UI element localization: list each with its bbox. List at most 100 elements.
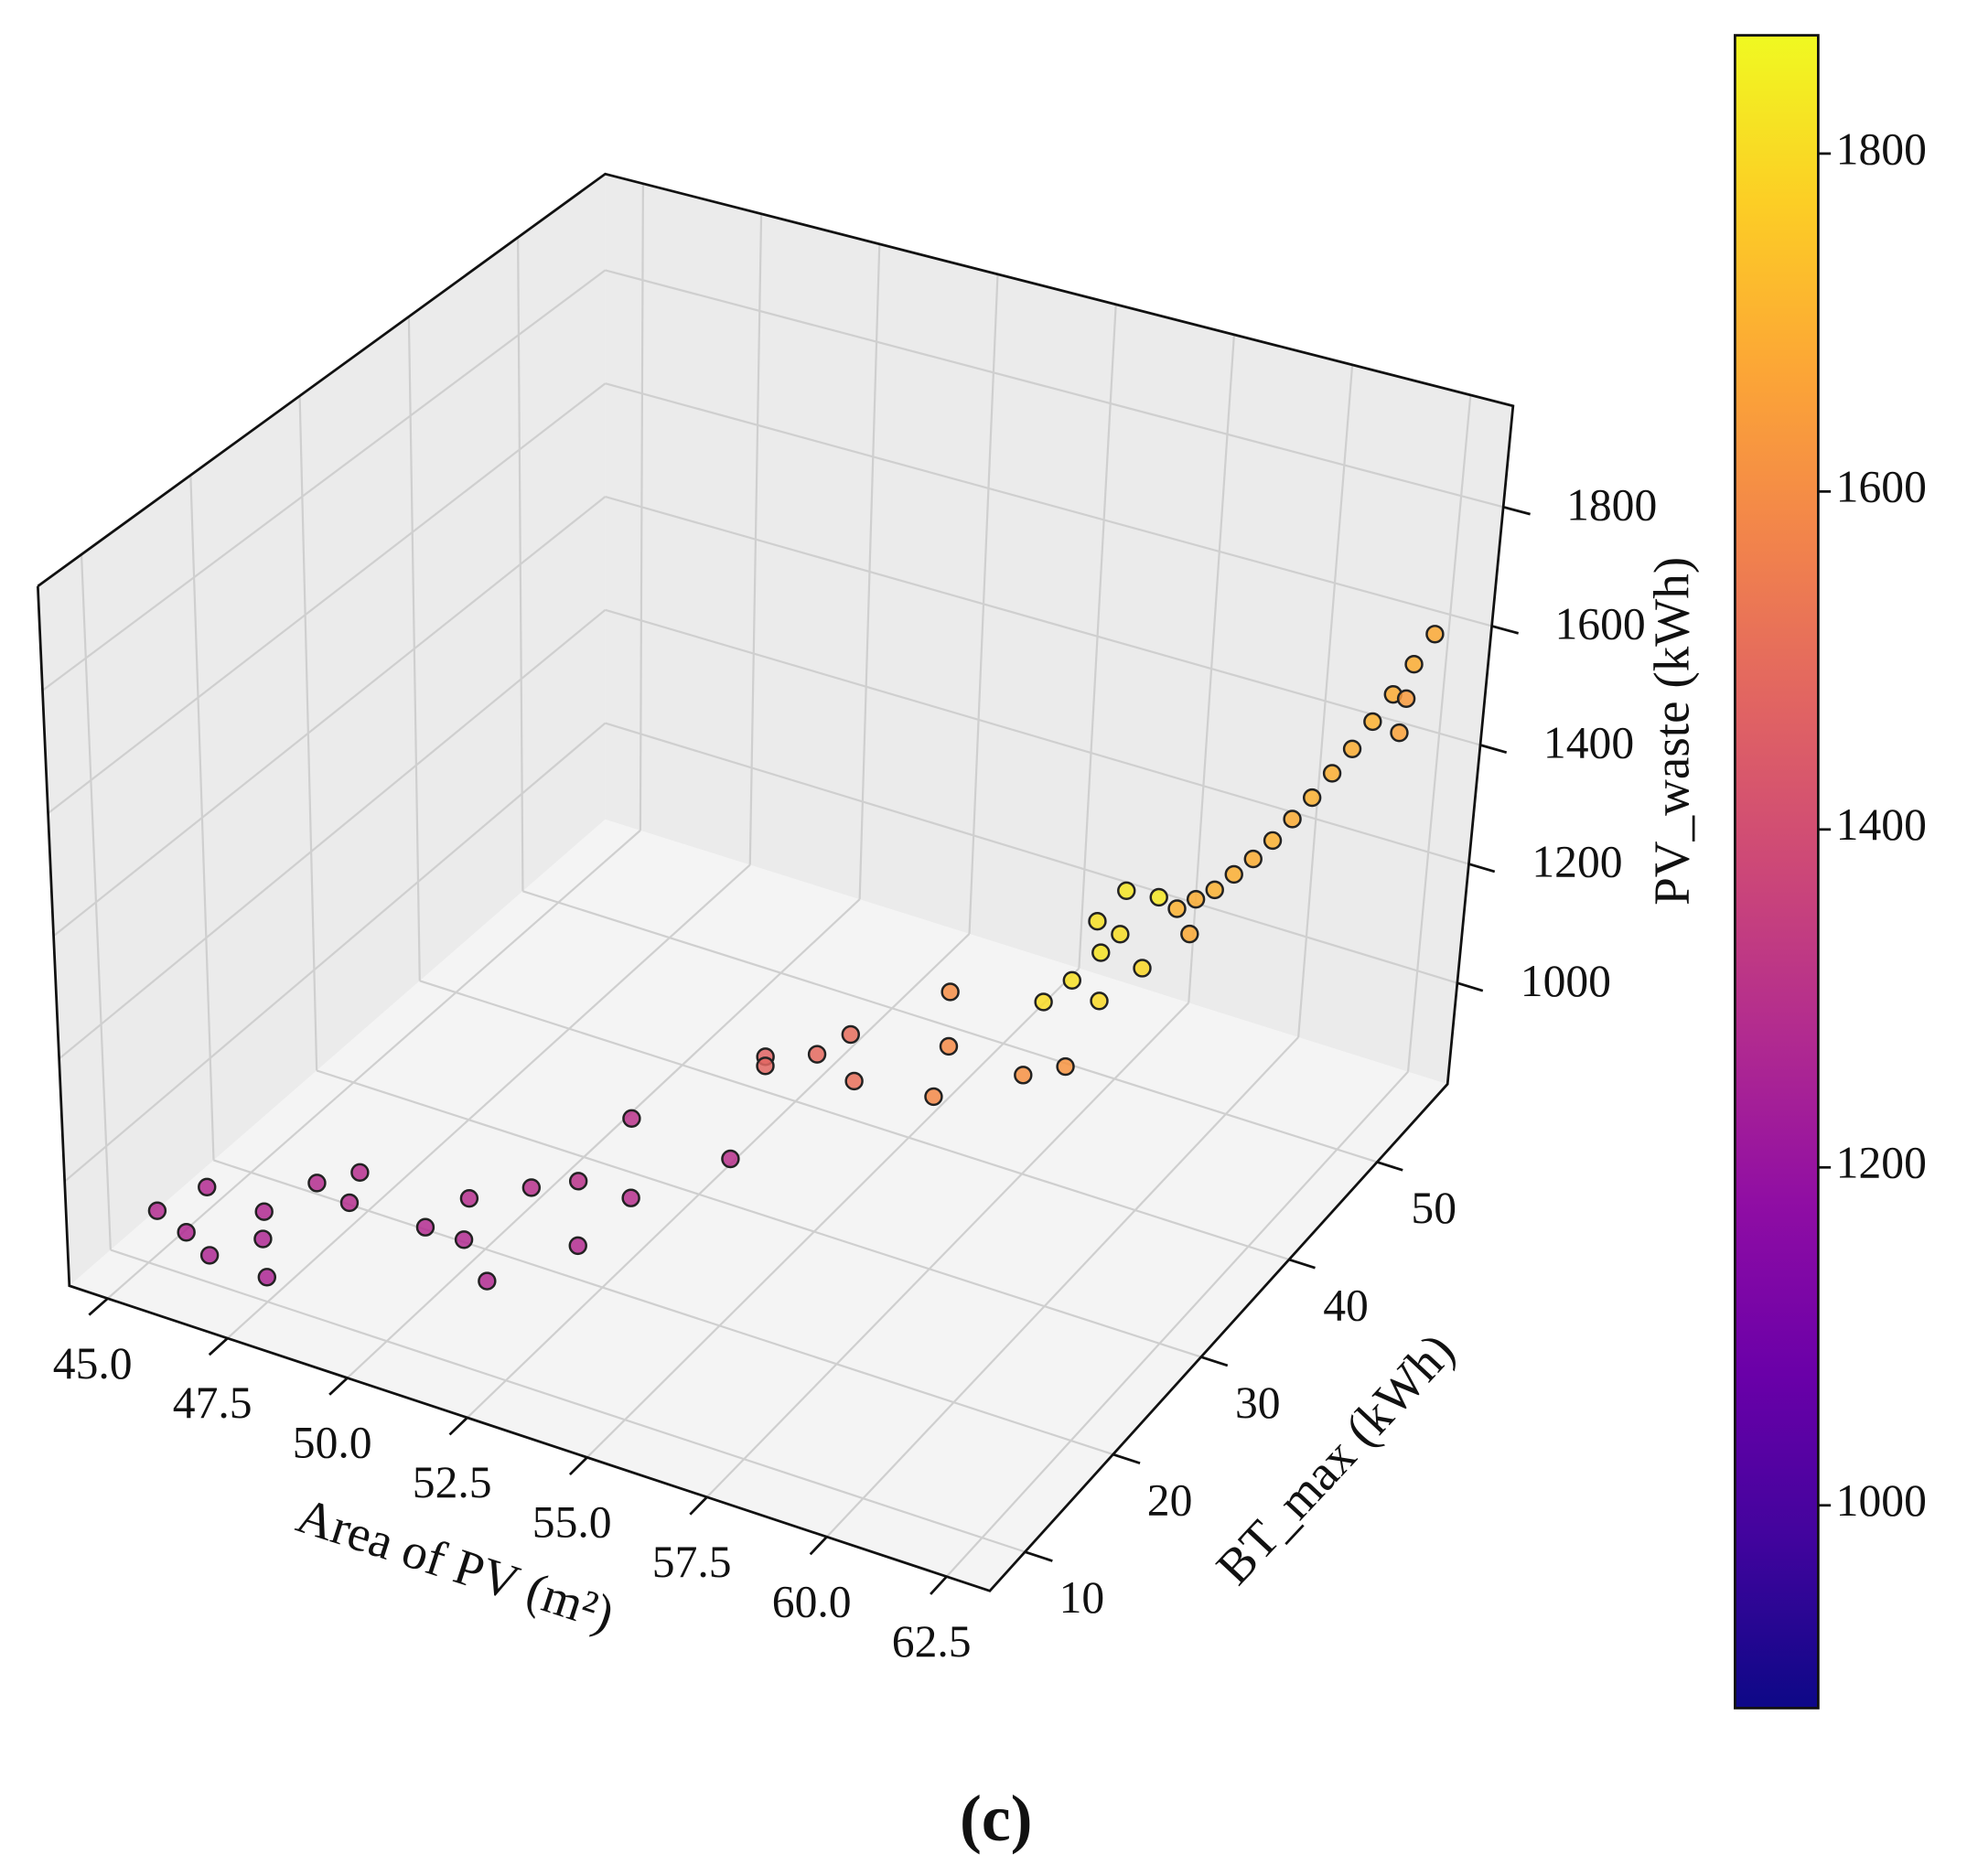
point	[198, 1177, 217, 1196]
grid-line	[226, 863, 751, 1339]
x-tick-label: 47.5	[173, 1378, 253, 1428]
y-tick-mark	[1200, 1356, 1229, 1367]
grid-line	[41, 269, 607, 691]
x-tick-mark	[568, 1456, 588, 1476]
panes	[38, 174, 1513, 1592]
grid-line	[419, 980, 1290, 1261]
z-tick-label: 1800	[1566, 479, 1657, 530]
point	[1342, 739, 1362, 759]
point	[307, 1174, 327, 1193]
colorbar-tick-label: 1200	[1836, 1138, 1927, 1188]
point	[350, 1163, 370, 1183]
x-tick-mark	[448, 1416, 468, 1436]
point	[1322, 764, 1342, 783]
point	[621, 1188, 640, 1207]
grid-line	[58, 608, 607, 1060]
x-tick-label: 50.0	[293, 1418, 372, 1468]
x-tick-mark	[809, 1536, 828, 1556]
point	[841, 1024, 861, 1045]
point	[478, 1271, 497, 1291]
point	[253, 1229, 273, 1249]
grid-line	[825, 1036, 1299, 1538]
grid-line	[106, 830, 641, 1300]
point	[1149, 887, 1168, 907]
point	[199, 1246, 220, 1265]
labels: 45.0 47.5 50.0 52.5 55.0 57.5 60.0 62.5 10 20 30 40…	[53, 479, 1658, 1666]
point	[1243, 849, 1263, 869]
x-tick-label: 62.5	[892, 1616, 972, 1667]
x-tick-label: 57.5	[652, 1537, 732, 1587]
point	[1062, 970, 1081, 991]
x-tick-label: 45.0	[53, 1338, 133, 1388]
z-tick-label: 1400	[1543, 718, 1634, 768]
point	[1425, 625, 1445, 644]
x-tick-mark	[208, 1337, 229, 1356]
grid-line	[522, 890, 1378, 1163]
grid-line	[586, 967, 1080, 1459]
x-tick-mark	[328, 1377, 349, 1396]
grid-line	[605, 269, 1504, 509]
back-pane	[605, 174, 1513, 1085]
point	[1034, 992, 1053, 1012]
floor-pane	[69, 819, 1448, 1592]
y-tick-mark	[1288, 1258, 1316, 1270]
colorbar-tick-label: 1000	[1836, 1475, 1927, 1526]
point	[1091, 943, 1111, 962]
grid	[41, 183, 1504, 1578]
point	[756, 1056, 775, 1076]
point	[1390, 723, 1409, 743]
point	[939, 1036, 959, 1056]
grid-line	[52, 496, 607, 938]
x-tick-mark	[88, 1297, 109, 1316]
point	[177, 1223, 196, 1242]
grid-line	[110, 1249, 1026, 1553]
point	[1014, 1066, 1033, 1085]
y-tick-label: 30	[1235, 1378, 1281, 1428]
edges	[36, 172, 1531, 1595]
z-tick-label: 1200	[1532, 837, 1622, 887]
y-tick-label: 40	[1323, 1281, 1369, 1331]
box-edge	[36, 172, 1515, 1592]
y-tick-label: 20	[1147, 1475, 1193, 1526]
point	[1263, 831, 1283, 851]
left-pane	[38, 174, 606, 1286]
point	[1167, 899, 1187, 918]
colorbar-tick-label: 1400	[1836, 799, 1927, 850]
x-tick-mark	[930, 1575, 948, 1595]
point	[807, 1045, 827, 1064]
point	[459, 1188, 479, 1208]
grid-line	[605, 722, 1458, 984]
grid-line	[316, 1069, 1202, 1358]
z-tick-mark	[1479, 744, 1508, 754]
marks	[147, 625, 1445, 1291]
colorbar-tick-label: 1600	[1836, 462, 1927, 512]
point	[339, 1193, 360, 1213]
z-tick-mark	[1491, 625, 1520, 635]
y-tick-mark	[1112, 1453, 1141, 1465]
point	[1056, 1056, 1075, 1077]
grid-line	[346, 898, 861, 1379]
x-tick-label: 52.5	[413, 1457, 492, 1507]
x-tick-label: 55.0	[532, 1497, 612, 1548]
point	[1180, 924, 1199, 944]
point	[257, 1268, 276, 1287]
point	[1363, 712, 1382, 732]
point	[1117, 881, 1136, 900]
point	[1090, 992, 1109, 1011]
grid-line	[605, 608, 1469, 865]
z-tick-mark	[1456, 981, 1484, 992]
point	[1224, 864, 1243, 884]
y-tick-label: 10	[1059, 1572, 1105, 1623]
z-tick-mark	[1468, 863, 1496, 874]
point	[1283, 809, 1302, 829]
z-axis-label: PV_waste (kWh)	[1644, 557, 1700, 906]
grid-line	[213, 1159, 1113, 1456]
point	[1111, 925, 1130, 944]
grid-line	[605, 495, 1481, 746]
colorbar	[1734, 34, 1820, 1710]
point	[1404, 654, 1424, 674]
z-tick-label: 1000	[1521, 956, 1611, 1006]
point	[147, 1201, 167, 1220]
grid-line	[945, 1070, 1409, 1578]
